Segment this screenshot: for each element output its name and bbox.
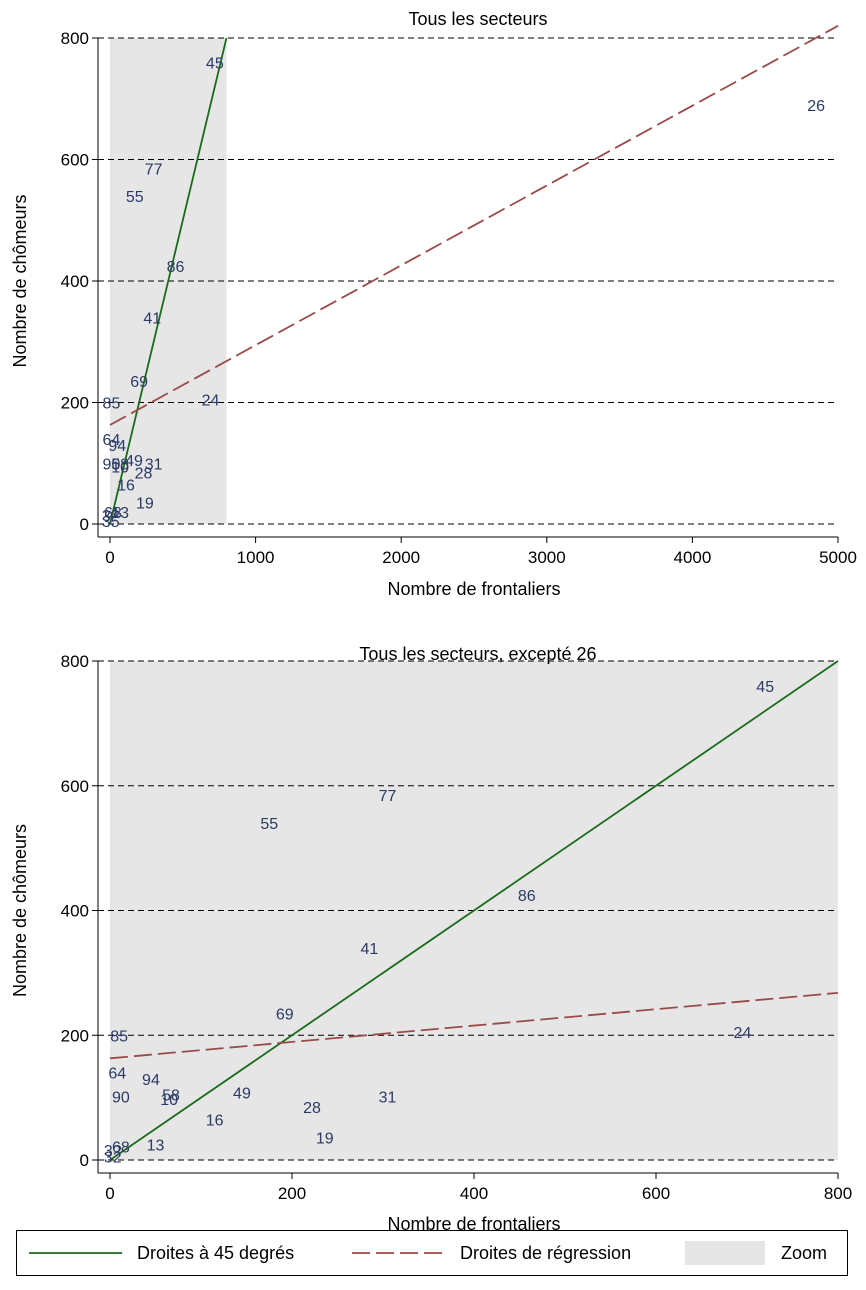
point-label: 16 xyxy=(206,1112,224,1129)
x-tick-label-2: 400 xyxy=(460,1184,488,1203)
point-label: 94 xyxy=(142,1072,160,1089)
x-tick-label-2: 2000 xyxy=(382,548,420,567)
point-label: 85 xyxy=(110,1028,128,1045)
y-tick-label-1: 200 xyxy=(61,1026,89,1045)
point-label: 69 xyxy=(276,1006,294,1023)
legend-label: Droites à 45 degrés xyxy=(137,1243,294,1263)
point-label: 86 xyxy=(167,259,185,276)
point-label: 26 xyxy=(807,98,825,115)
x-tick-label-4: 800 xyxy=(824,1184,852,1203)
x-tick-label-0: 0 xyxy=(105,1184,114,1203)
point-label: 77 xyxy=(145,162,163,179)
y-tick-label-4: 800 xyxy=(61,652,89,671)
point-label: 58 xyxy=(162,1088,180,1105)
chart-1: 0 200 400 600 800 0 1000 2000 3000 4000 5000 Tous l… xyxy=(10,9,857,599)
x-tick-label-4: 4000 xyxy=(673,548,711,567)
x-tick-label-1: 1000 xyxy=(237,548,275,567)
y-tick-label-0: 0 xyxy=(80,1151,89,1170)
chart-title: Tous les secteurs, excepté 26 xyxy=(359,644,596,664)
point-label: 10 xyxy=(160,1092,178,1109)
point-label: 24 xyxy=(734,1025,752,1042)
point-label: 19 xyxy=(316,1131,334,1148)
point-label: 35 xyxy=(102,514,120,531)
regression-line xyxy=(109,25,839,426)
point-label: 31 xyxy=(145,456,163,473)
legend-label: Zoom xyxy=(781,1243,827,1263)
x-tick-label-3: 600 xyxy=(642,1184,670,1203)
point-label: 16 xyxy=(117,478,135,495)
point-label: 90 xyxy=(112,1089,130,1106)
x-tick-label-1: 200 xyxy=(278,1184,306,1203)
point-label: 85 xyxy=(103,396,121,413)
y-tick-label-2: 400 xyxy=(61,902,89,921)
point-label: 90 xyxy=(103,456,121,473)
point-label: 49 xyxy=(125,453,143,470)
legend: Droites à 45 degrés Droites de régression… xyxy=(16,1230,848,1276)
point-label: 64 xyxy=(103,432,121,449)
point-label: 10 xyxy=(111,459,129,476)
legend-label: Droites de régression xyxy=(460,1243,631,1263)
point-label: 94 xyxy=(108,438,126,455)
point-label: 69 xyxy=(130,374,148,391)
x-tick-label-0: 0 xyxy=(105,548,114,567)
point-label: 28 xyxy=(303,1100,321,1117)
legend-graphic: Droites à 45 degrés Droites de régression… xyxy=(29,1241,827,1265)
point-label: 55 xyxy=(126,189,144,206)
line-45-degrees xyxy=(109,37,228,525)
y-tick-label-3: 600 xyxy=(61,777,89,796)
point-label: 86 xyxy=(518,888,536,905)
legend-item-3: Zoom xyxy=(685,1241,827,1265)
point-label: 58 xyxy=(111,456,129,473)
legend-item-2: Droites de régression xyxy=(352,1243,631,1263)
point-label: 68 xyxy=(112,1139,130,1156)
point-label: 68 xyxy=(104,505,122,522)
chart-title: Tous les secteurs xyxy=(408,9,547,29)
point-label: 41 xyxy=(143,310,161,327)
legend-item-1: Droites à 45 degrés xyxy=(29,1243,294,1263)
x-tick-label-5: 5000 xyxy=(819,548,857,567)
legend-swatch-zoom xyxy=(685,1241,765,1265)
point-label: 41 xyxy=(360,941,378,958)
point-label: 64 xyxy=(108,1066,126,1083)
point-label: 13 xyxy=(147,1137,165,1154)
y-tick-label-3: 600 xyxy=(61,151,89,170)
chart-2: 0 200 400 600 800 0 200 400 600 800 Tous les secte… xyxy=(10,644,852,1234)
line-45-degrees xyxy=(109,660,839,1161)
point-label: 28 xyxy=(135,465,153,482)
y-axis-label: Nombre de chômeurs xyxy=(10,194,30,367)
point-label: 13 xyxy=(111,505,129,522)
point-label: 32 xyxy=(104,1149,122,1166)
regression-line xyxy=(109,991,839,1060)
y-tick-label-1: 200 xyxy=(61,394,89,413)
point-label: 77 xyxy=(379,788,397,805)
point-label: 49 xyxy=(233,1086,251,1103)
x-tick-label-3: 3000 xyxy=(528,548,566,567)
point-label: 45 xyxy=(206,55,224,72)
x-axis-label: Nombre de frontaliers xyxy=(387,1214,560,1234)
y-tick-label-2: 400 xyxy=(61,272,89,291)
point-label: 3? xyxy=(104,1143,122,1160)
y-tick-label-4: 800 xyxy=(61,29,89,48)
y-axis-label: Nombre de chômeurs xyxy=(10,824,30,997)
point-label: 19 xyxy=(136,496,154,513)
point-label: 45 xyxy=(756,679,774,696)
point-label: 24 xyxy=(202,392,220,409)
point-label: 3? xyxy=(102,508,120,525)
y-tick-label-0: 0 xyxy=(80,515,89,534)
point-label: 55 xyxy=(260,816,278,833)
x-axis-label: Nombre de frontaliers xyxy=(387,579,560,599)
point-label: 31 xyxy=(379,1089,397,1106)
